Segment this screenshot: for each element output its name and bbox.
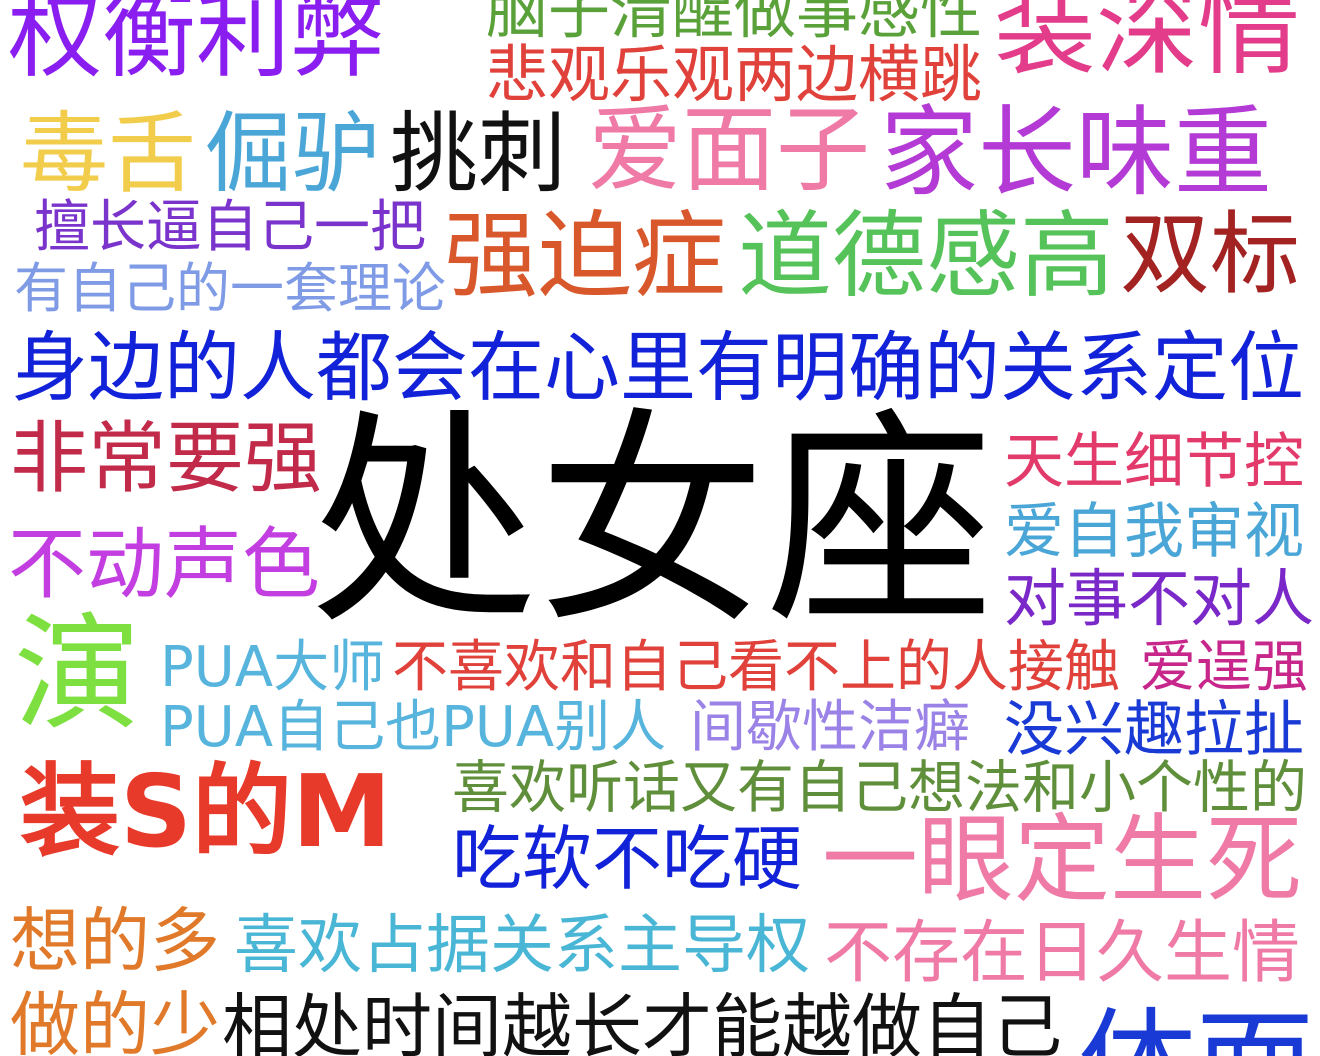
word-zhandao-quan: 喜欢占据关系主导权 [234,909,810,983]
word-tinghua-xiaogexing: 喜欢听话又有自己想法和小个性的 [452,755,1307,821]
word-guanxi-dingwei: 身边的人都会在心里有明确的关系定位 [12,323,1304,412]
word-dushe: 毒舌 [20,102,197,205]
word-ai-chengqiang: 爱逞强 [1140,635,1308,700]
word-duishi-buduiren: 对事不对人 [1004,562,1315,635]
word-kanbushang: 不喜欢和自己看不上的人接触 [392,635,1120,700]
word-timian: 体面 [1078,1006,1314,1056]
word-zhuang-shenqing: 装深情 [994,0,1300,90]
word-rijiu-shengqing: 不存在日久生情 [824,914,1301,993]
word-juelv: 倔驴 [204,102,381,205]
word-shanchang-bi-ziji: 擅长逼自己一把 [34,195,426,260]
word-xiang-de-duo: 想的多 [10,900,220,982]
word-zuo-de-shao: 做的少 [10,984,220,1056]
word-quanheng-libi: 权衡利弊 [8,0,385,91]
word-feichang-yaoqiang: 非常要强 [10,414,323,504]
word-pua-dashi: PUA大师 [160,635,386,700]
word-zhuang-s-de-m: 装S的M [20,753,392,870]
word-ai-mianzi: 爱面子 [588,96,871,205]
word-yan: 演 [14,601,140,748]
word-beiguan-leguan: 悲观乐观两边横跳 [486,38,983,111]
word-ziji-yitao-lilun: 有自己的一套理论 [14,257,446,320]
word-shuangbiao: 双标 [1120,202,1300,307]
word-pua-ziji: PUA自己也PUA别人 [160,695,667,760]
word-xiangchu-shijian: 相处时间越长才能越做自己 [222,986,1062,1056]
word-yiyan-dingshengsi: 一眼定生死 [822,804,1302,916]
word-jiexie-jiepi: 间歇性洁癖 [690,695,970,760]
word-qiangpozheng: 强迫症 [444,202,727,311]
word-jiazhang-weizhong: 家长味重 [880,96,1273,210]
word-daodegan-gao: 道德感高 [738,202,1115,311]
word-chunvzuo: 处女座 [310,389,994,655]
word-tiaoci: 挑刺 [390,102,567,205]
word-mei-xingqu-lache: 没兴趣拉扯 [1004,695,1304,765]
word-budong-shengse: 不动声色 [8,520,321,610]
word-ai-ziwo-shenshi: 爱自我审视 [1004,497,1304,567]
word-naozi-qingxing: 脑子清醒做事感性 [486,0,983,47]
word-xijie-kong: 天生细节控 [1004,427,1304,497]
word-chiruan-buchiying: 吃软不吃硬 [452,818,802,900]
